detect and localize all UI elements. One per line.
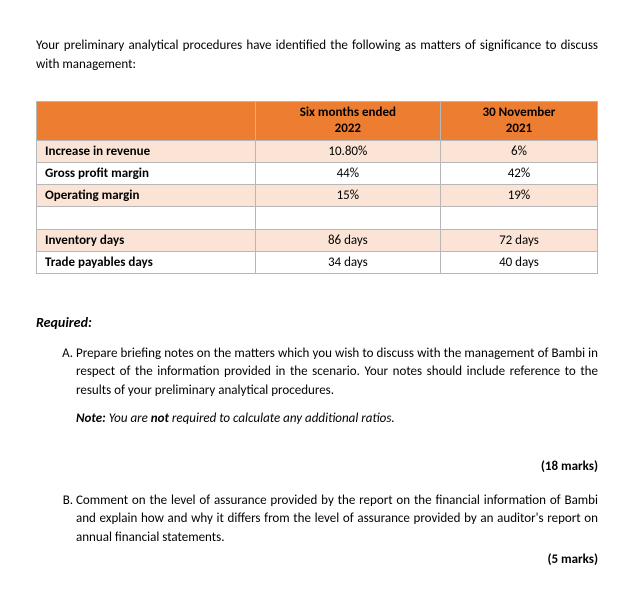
row-val-c2: 19% <box>440 185 597 207</box>
note-suffix: required to calculate any additional rat… <box>172 411 395 426</box>
row-val-c2: 6% <box>440 141 597 163</box>
row-val-c1: 86 days <box>255 230 440 252</box>
header-col1-line2: 2022 <box>335 121 361 136</box>
table-row: Increase in revenue 10.80% 6% <box>37 141 598 163</box>
row-val-c2: 40 days <box>440 252 597 274</box>
requirement-b-text: Comment on the level of assurance provid… <box>76 493 598 544</box>
table-blank-row <box>37 207 598 230</box>
row-val-c2: 42% <box>440 163 597 185</box>
note-not: not <box>151 411 169 426</box>
table-row: Trade payables days 34 days 40 days <box>37 252 598 274</box>
requirement-a: Prepare briefing notes on the matters wh… <box>76 345 598 476</box>
row-label: Operating margin <box>37 185 256 207</box>
header-col2-line1: 30 November <box>482 105 555 120</box>
row-val-c2: 72 days <box>440 230 597 252</box>
marks-a: (18 marks) <box>76 458 598 476</box>
table-row: Operating margin 15% 19% <box>37 185 598 207</box>
marks-b: (5 marks) <box>76 551 598 569</box>
header-blank <box>37 101 256 141</box>
row-label: Inventory days <box>37 230 256 252</box>
requirement-a-note: Note: You are not required to calculate … <box>76 410 598 428</box>
row-label: Trade payables days <box>37 252 256 274</box>
intro-paragraph: Your preliminary analytical procedures h… <box>36 37 598 75</box>
row-label: Increase in revenue <box>37 141 256 163</box>
requirement-a-text: Prepare briefing notes on the matters wh… <box>76 346 598 397</box>
requirements-list: Prepare briefing notes on the matters wh… <box>36 345 598 569</box>
table-row: Gross profit margin 44% 42% <box>37 163 598 185</box>
note-label: Note: <box>76 411 106 426</box>
row-val-c1: 10.80% <box>255 141 440 163</box>
row-label: Gross profit margin <box>37 163 256 185</box>
table-row: Inventory days 86 days 72 days <box>37 230 598 252</box>
header-col1: Six months ended 2022 <box>255 101 440 141</box>
note-prefix: You are <box>109 411 148 426</box>
requirement-b: Comment on the level of assurance provid… <box>76 492 598 569</box>
header-col1-line1: Six months ended <box>300 105 396 120</box>
header-col2-line2: 2021 <box>506 121 532 136</box>
header-col2: 30 November 2021 <box>440 101 597 141</box>
analytical-table: Six months ended 2022 30 November 2021 I… <box>36 101 598 275</box>
row-val-c1: 15% <box>255 185 440 207</box>
row-val-c1: 34 days <box>255 252 440 274</box>
required-heading: Required: <box>36 314 598 331</box>
row-val-c1: 44% <box>255 163 440 185</box>
